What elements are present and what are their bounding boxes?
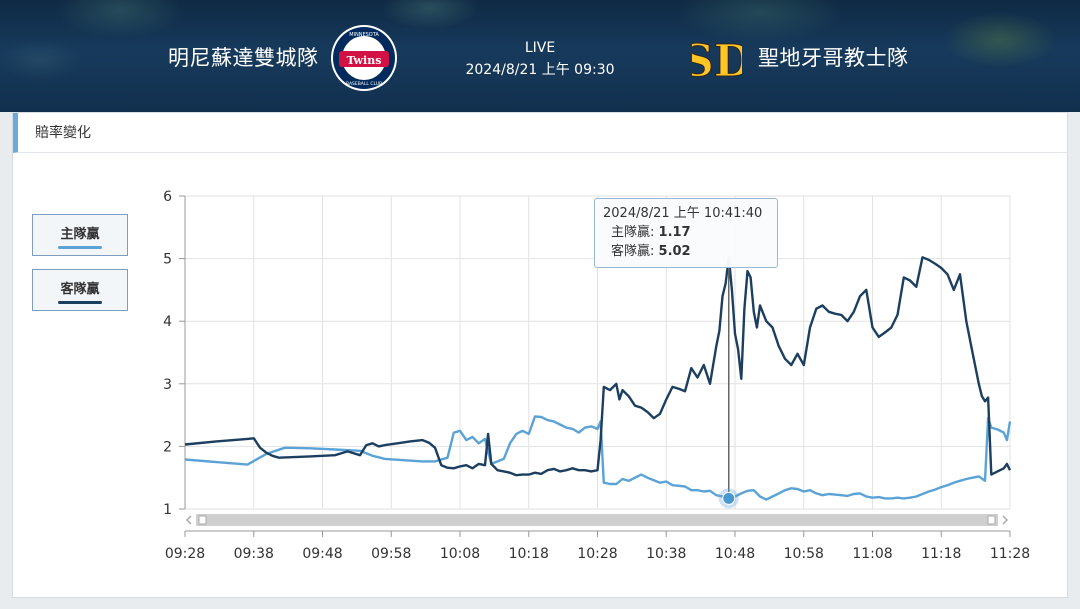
twins-logo: Twins MINNESOTA BASEBALL CLUB [331,25,397,91]
game-header: 明尼蘇達雙城隊 Twins MINNESOTA BASEBALL CLUB LI… [0,0,1080,112]
x-tick-label: 09:48 [302,546,342,562]
zoom-slider-left-handle [198,515,207,525]
legend-home-swatch [58,246,102,249]
x-tick-label: 10:28 [577,546,617,562]
home-win-series-line [184,415,1012,501]
y-tick-label: 5 [163,252,172,268]
x-tick-label: 10:58 [784,546,824,562]
game-status: LIVE 2024/8/21 上午 09:30 [460,40,620,79]
header-background [0,0,1080,112]
scroll-right-arrow-icon [1002,515,1009,525]
zoom-slider-right-handle [987,515,996,525]
y-tick-label: 1 [163,502,172,518]
x-tick-label: 09:58 [371,546,411,562]
x-tick-label: 09:28 [165,546,205,562]
tooltip-away-label: 客隊贏: [611,244,655,259]
game-time: 2024/8/21 上午 09:30 [465,62,615,78]
zoom-slider-track [196,514,998,526]
home-team-name: 明尼蘇達雙城隊 [168,46,319,70]
x-tick-label: 11:18 [921,546,961,562]
legend-home-win[interactable]: 主隊贏 [32,214,128,256]
tooltip-time: 2024/8/21 上午 10:41:40 [603,206,763,221]
x-tick-label: 11:28 [990,546,1030,562]
tooltip-away-value: 5.02 [658,244,691,259]
x-tick-label: 10:38 [646,546,686,562]
tooltip-home-label: 主隊贏: [611,225,655,240]
tooltip-home-value: 1.17 [658,225,691,240]
x-tick-label: 11:08 [852,546,892,562]
x-tick-label: 10:08 [440,546,480,562]
live-badge: LIVE [524,40,556,56]
y-tick-label: 4 [163,314,172,330]
y-tick-label: 3 [163,377,172,393]
y-tick-label: 2 [163,439,172,455]
twins-logo-bottom-text: BASEBALL CLUB [346,81,382,87]
away-win-series-line [184,256,1012,477]
hover-marker [722,491,736,505]
legend-away-win[interactable]: 客隊贏 [32,269,128,311]
y-tick-label: 6 [163,189,172,205]
legend-home-label: 主隊贏 [60,227,100,242]
x-tick-label: 10:48 [715,546,755,562]
away-team-name: 聖地牙哥教士隊 [758,46,909,70]
x-tick-label: 09:38 [234,546,274,562]
legend-away-swatch [58,301,102,304]
padres-logo: SD [692,36,742,88]
twins-logo-top-text: MINNESOTA [349,32,379,38]
x-tick-label: 10:18 [509,546,549,562]
scroll-left-arrow-icon [185,515,192,525]
panel-title: 賠率變化 [13,113,1067,153]
chart-tooltip: 2024/8/21 上午 10:41:40 主隊贏: 1.17 客隊贏: 5.0… [594,198,778,268]
padres-logo-monogram: SD [692,36,742,87]
legend-away-label: 客隊贏 [60,282,100,297]
twins-logo-wordmark: Twins [347,54,382,67]
